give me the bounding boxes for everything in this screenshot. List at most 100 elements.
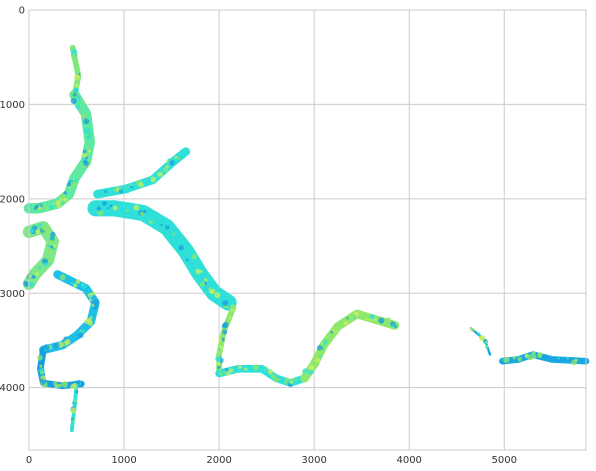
- x-tick-label: 1000: [111, 455, 136, 466]
- heat-cell: [69, 180, 72, 183]
- heat-cell: [485, 344, 489, 348]
- heat-cell: [335, 330, 338, 333]
- heat-cell: [74, 83, 79, 88]
- heat-cell: [45, 225, 50, 231]
- heat-cell: [201, 276, 204, 280]
- heat-cell: [40, 380, 46, 385]
- heat-cell: [391, 324, 395, 328]
- heat-cell: [222, 329, 228, 335]
- heat-cell: [31, 274, 36, 279]
- heat-cell: [70, 417, 74, 421]
- y-tick-label: 0: [19, 6, 25, 17]
- heat-cell: [165, 165, 169, 169]
- heat-cell: [53, 247, 56, 250]
- heat-cell: [71, 48, 78, 56]
- heat-cell: [503, 356, 510, 363]
- heat-cell: [249, 365, 253, 369]
- heat-cell: [228, 316, 232, 319]
- heat-cell: [185, 258, 189, 262]
- heat-cell: [200, 281, 206, 287]
- heat-cell: [35, 229, 41, 235]
- heat-cell: [46, 262, 50, 265]
- heat-cell: [191, 264, 194, 268]
- heat-cell: [257, 366, 264, 372]
- heat-cell: [208, 287, 212, 291]
- heat-cell: [70, 282, 74, 285]
- heat-cell: [315, 357, 321, 363]
- x-tick-label: 3000: [301, 455, 326, 466]
- heat-cell: [133, 204, 140, 211]
- heat-cell: [215, 355, 222, 362]
- heat-cell: [107, 207, 110, 210]
- heat-cell: [364, 317, 368, 321]
- heat-cell: [557, 359, 560, 362]
- heat-cell: [222, 371, 227, 377]
- heat-cell: [122, 203, 127, 208]
- heat-cell: [72, 92, 77, 97]
- heat-cell: [59, 274, 66, 281]
- heat-cell: [71, 53, 78, 60]
- heat-cell: [47, 259, 51, 263]
- heat-cell: [73, 402, 76, 405]
- heat-cell: [29, 228, 35, 233]
- heat-cell: [219, 346, 223, 350]
- heat-cell: [44, 260, 47, 263]
- heat-cell: [195, 268, 201, 275]
- heat-cell: [42, 262, 48, 267]
- heat-cell: [177, 157, 180, 160]
- heat-cell: [221, 323, 227, 329]
- heat-cell: [307, 369, 314, 375]
- heat-cell: [75, 279, 81, 284]
- heat-cell: [91, 304, 95, 307]
- heat-cell: [64, 338, 71, 345]
- heat-cell: [139, 211, 145, 216]
- heat-cell: [157, 171, 163, 177]
- y-tick-label: 2000: [0, 194, 25, 205]
- heat-cell: [150, 176, 156, 183]
- heat-cell: [86, 135, 92, 140]
- heat-cell: [191, 253, 197, 260]
- heat-cell: [76, 95, 81, 100]
- heat-cell: [83, 160, 89, 167]
- heat-cell: [346, 317, 349, 320]
- heat-cell: [59, 193, 66, 200]
- heat-cell: [87, 288, 90, 291]
- heat-cell: [68, 186, 71, 189]
- heat-cell: [566, 356, 570, 360]
- heat-cell: [49, 239, 54, 244]
- heat-cell: [129, 183, 133, 187]
- heat-cell: [537, 353, 542, 358]
- heat-cell: [378, 317, 385, 324]
- heat-cell: [218, 338, 223, 342]
- heat-cell: [75, 388, 78, 391]
- heat-cell: [72, 178, 75, 181]
- heat-cell: [37, 354, 43, 361]
- heat-cell: [87, 149, 92, 153]
- heat-cell: [75, 104, 81, 110]
- heat-cell: [330, 330, 334, 334]
- heat-cell: [102, 201, 107, 206]
- heat-cell: [70, 97, 77, 105]
- heat-cell: [244, 367, 248, 371]
- heat-cell: [334, 327, 338, 331]
- heat-cell: [89, 298, 92, 302]
- heat-cell: [469, 327, 473, 330]
- heat-cell: [98, 190, 102, 194]
- heat-cell: [557, 357, 561, 360]
- heat-cell: [82, 152, 88, 158]
- heat-cell: [104, 190, 108, 194]
- heat-cell: [531, 351, 536, 356]
- heat-cell: [531, 355, 534, 358]
- x-tick-label: 4000: [396, 455, 421, 466]
- y-tick-label: 4000: [0, 383, 25, 394]
- heat-cell: [81, 113, 86, 119]
- heat-cell: [182, 150, 188, 156]
- heat-cell: [165, 225, 170, 230]
- heat-cell: [63, 197, 68, 202]
- heat-cell: [353, 311, 359, 317]
- heat-cell: [128, 207, 132, 211]
- heat-cell: [349, 313, 354, 318]
- heat-cell: [34, 272, 39, 277]
